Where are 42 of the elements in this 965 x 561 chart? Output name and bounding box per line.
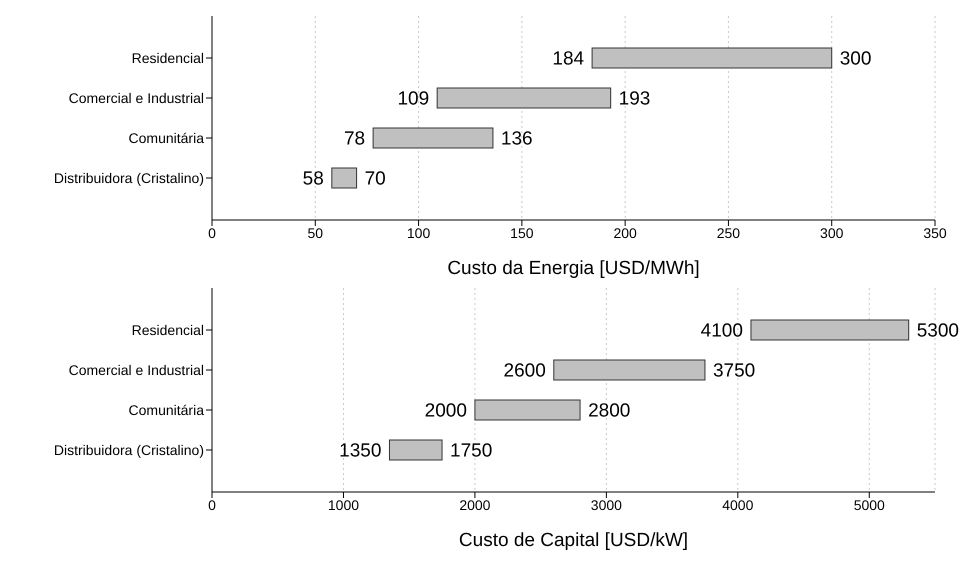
annotation: 78 (344, 128, 366, 150)
x-tick-label: 250 (716, 224, 740, 241)
y-tick-label: Distribuidora (Cristalino) (54, 442, 204, 458)
bar (388, 440, 443, 460)
annotation: 5300 (916, 320, 959, 342)
x-tick-label: 200 (613, 224, 638, 241)
x-tick-label: 0 (208, 496, 216, 513)
x-tick-label: 350 (923, 224, 947, 241)
x-tick-label: 0 (208, 224, 216, 241)
x-tick-label: 2000 (459, 496, 491, 513)
annotation: 184 (552, 48, 585, 70)
annotation: 4100 (700, 320, 743, 342)
annotation: 109 (397, 88, 430, 110)
x-tick-label: 300 (820, 224, 844, 241)
y-tick-label: Comunitária (128, 402, 204, 418)
annotation: 3750 (712, 360, 756, 382)
y-tick-label: Comercial e Industrial (68, 90, 204, 106)
x-axis-title: Custo da Energia [USD/MWh] (447, 258, 700, 279)
x-tick-label: 5000 (854, 496, 886, 513)
x-tick-label: 100 (406, 224, 430, 241)
annotation: 1750 (450, 440, 492, 462)
annotation: 2000 (424, 400, 467, 422)
x-tick-label: 150 (510, 224, 534, 241)
x-axis-title: Custo de Capital [USD/kW] (458, 530, 688, 551)
annotation: 136 (500, 128, 533, 150)
annotation: 58 (302, 168, 324, 190)
x-tick-label: 1000 (328, 496, 360, 513)
x-tick-label: 4000 (722, 496, 754, 513)
x-tick-label: 50 (307, 224, 324, 241)
y-tick-label: Distribuidora (Cristalino) (54, 170, 204, 186)
annotation: 193 (618, 88, 650, 110)
y-tick-label: Residencial (132, 50, 204, 66)
annotation: 2800 (588, 400, 630, 422)
y-tick-label: Residencial (132, 322, 204, 338)
annotation: 70 (364, 168, 386, 190)
y-tick-label: Comercial e Industrial (68, 362, 204, 378)
annotation: 2600 (504, 360, 546, 382)
y-tick-label: Comunitária (128, 130, 204, 146)
bar (331, 168, 358, 188)
annotation: 1350 (339, 440, 382, 462)
x-tick-label: 3000 (590, 496, 622, 513)
annotation: 300 (840, 48, 872, 70)
